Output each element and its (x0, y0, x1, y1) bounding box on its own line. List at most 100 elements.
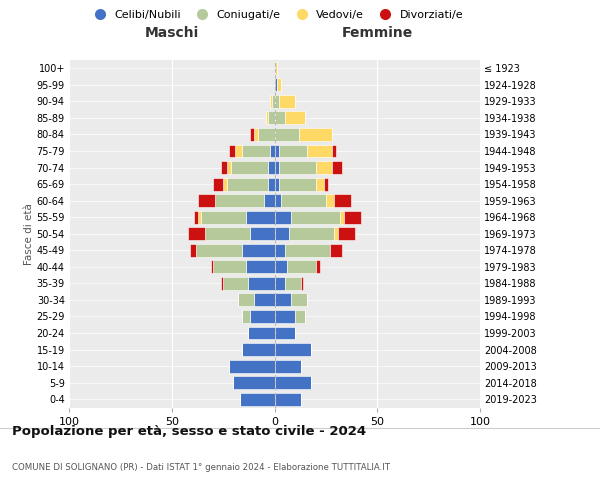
Bar (278, 95, 295, 108)
Bar (275, 228, 289, 240)
Bar (275, 277, 285, 290)
Bar (278, 144, 307, 158)
Bar (235, 144, 242, 158)
Bar (242, 343, 275, 356)
Bar (229, 360, 275, 372)
Bar (250, 228, 275, 240)
Bar (334, 194, 350, 207)
Bar (340, 210, 344, 224)
Bar (242, 244, 275, 257)
Bar (332, 144, 336, 158)
Bar (295, 310, 305, 323)
Bar (275, 95, 278, 108)
Bar (275, 360, 301, 372)
Bar (242, 310, 250, 323)
Bar (316, 161, 332, 174)
Bar (223, 178, 227, 190)
Bar (196, 244, 242, 257)
Bar (246, 210, 275, 224)
Bar (190, 244, 196, 257)
Bar (277, 78, 281, 92)
Bar (254, 294, 275, 306)
Bar (268, 112, 275, 124)
Bar (272, 95, 275, 108)
Bar (291, 210, 340, 224)
Bar (301, 277, 303, 290)
Bar (213, 260, 246, 274)
Y-axis label: Fasce di età: Fasce di età (23, 203, 34, 264)
Bar (316, 260, 320, 274)
Bar (211, 260, 213, 274)
Bar (215, 194, 264, 207)
Bar (326, 194, 334, 207)
Bar (275, 194, 281, 207)
Bar (200, 210, 246, 224)
Bar (275, 376, 311, 389)
Bar (307, 144, 332, 158)
Bar (278, 161, 316, 174)
Bar (271, 95, 272, 108)
Bar (275, 310, 295, 323)
Bar (229, 144, 235, 158)
Bar (213, 178, 223, 190)
Bar (221, 161, 227, 174)
Bar (275, 78, 277, 92)
Bar (278, 178, 316, 190)
Bar (248, 277, 275, 290)
Bar (338, 228, 355, 240)
Bar (233, 376, 275, 389)
Text: Maschi: Maschi (145, 26, 199, 40)
Bar (287, 260, 316, 274)
Bar (275, 260, 287, 274)
Bar (275, 244, 285, 257)
Bar (275, 112, 285, 124)
Bar (238, 294, 254, 306)
Bar (334, 228, 338, 240)
Bar (275, 294, 291, 306)
Bar (246, 260, 275, 274)
Bar (264, 194, 275, 207)
Bar (227, 161, 232, 174)
Bar (289, 228, 334, 240)
Bar (271, 144, 275, 158)
Bar (188, 228, 205, 240)
Bar (199, 210, 200, 224)
Bar (275, 210, 291, 224)
Bar (299, 128, 332, 141)
Text: COMUNE DI SOLIGNANO (PR) - Dati ISTAT 1° gennaio 2024 - Elaborazione TUTTITALIA.: COMUNE DI SOLIGNANO (PR) - Dati ISTAT 1°… (12, 464, 390, 472)
Bar (205, 228, 250, 240)
Bar (275, 326, 295, 340)
Text: Popolazione per età, sesso e stato civile - 2024: Popolazione per età, sesso e stato civil… (12, 424, 366, 438)
Bar (221, 277, 223, 290)
Bar (248, 326, 275, 340)
Bar (275, 144, 278, 158)
Bar (344, 210, 361, 224)
Bar (285, 112, 305, 124)
Bar (281, 194, 326, 207)
Bar (285, 244, 330, 257)
Bar (275, 161, 278, 174)
Bar (285, 277, 301, 290)
Bar (242, 144, 271, 158)
Bar (254, 128, 258, 141)
Bar (232, 161, 268, 174)
Bar (250, 310, 275, 323)
Bar (268, 161, 275, 174)
Bar (250, 128, 254, 141)
Bar (330, 244, 343, 257)
Bar (291, 294, 307, 306)
Bar (223, 277, 248, 290)
Bar (268, 178, 275, 190)
Bar (258, 128, 275, 141)
Bar (275, 128, 299, 141)
Bar (199, 194, 215, 207)
Bar (275, 62, 277, 74)
Legend: Celibi/Nubili, Coniugati/e, Vedovi/e, Divorziati/e: Celibi/Nubili, Coniugati/e, Vedovi/e, Di… (85, 6, 467, 25)
Text: Femmine: Femmine (341, 26, 413, 40)
Bar (275, 343, 311, 356)
Bar (227, 178, 268, 190)
Bar (332, 161, 343, 174)
Bar (324, 178, 328, 190)
Bar (194, 210, 199, 224)
Bar (275, 178, 278, 190)
